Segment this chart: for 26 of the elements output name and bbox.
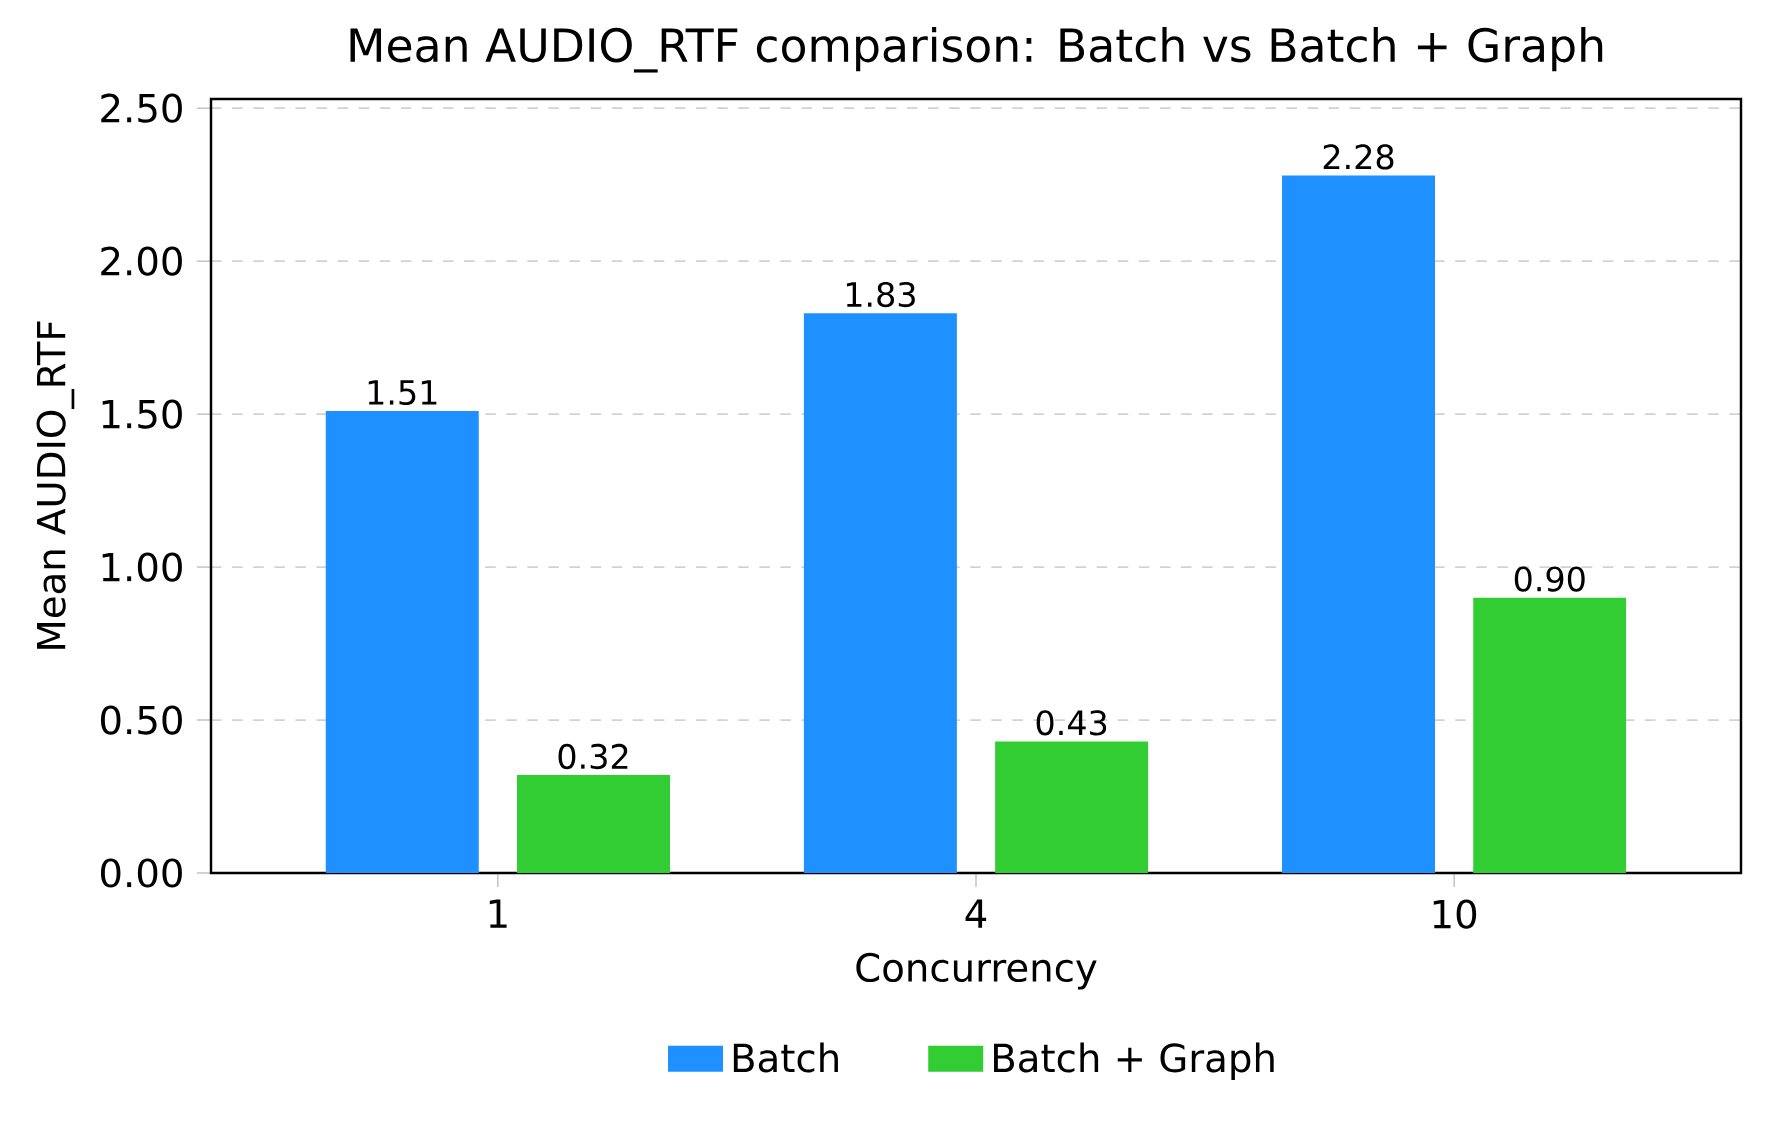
x-tick-label: 4 xyxy=(965,899,987,928)
bar xyxy=(1473,597,1627,873)
data-label: 2.28 xyxy=(1323,144,1394,170)
x-tick-label: 1 xyxy=(489,899,507,928)
x-tick-label: 10 xyxy=(1433,899,1477,929)
data-label: 1.51 xyxy=(368,380,437,406)
y-axis-title: Mean AUDIO_RTF xyxy=(36,321,75,649)
data-label: 1.83 xyxy=(846,281,915,308)
bar xyxy=(1282,175,1435,873)
y-tick-label: 1.00 xyxy=(102,552,182,582)
bar xyxy=(517,775,670,873)
data-label: 0.43 xyxy=(1036,710,1107,736)
data-label: 0.90 xyxy=(1514,566,1585,592)
legend-label: Batch + Graph xyxy=(994,1042,1274,1080)
data-label: 0.32 xyxy=(558,743,628,770)
bar xyxy=(995,741,1149,873)
chart-title: Mean AUDIO_RTF comparison: Batch vs Batch + Graph xyxy=(350,27,1603,73)
bar xyxy=(325,411,479,873)
y-tick-label: 1.50 xyxy=(102,399,182,429)
y-tick-label: 0.50 xyxy=(100,705,182,735)
y-tick-label: 0.00 xyxy=(100,858,182,888)
legend-label: Batch xyxy=(733,1042,838,1073)
x-axis-title: Concurrency xyxy=(856,952,1097,990)
bar xyxy=(803,313,957,873)
y-tick-label: 2.50 xyxy=(101,93,182,123)
y-tick-label: 2.00 xyxy=(101,246,182,276)
